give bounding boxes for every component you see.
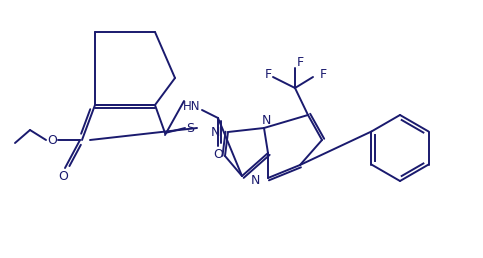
- Text: N: N: [261, 114, 270, 126]
- Text: O: O: [47, 133, 57, 147]
- Text: F: F: [319, 69, 327, 82]
- Text: O: O: [58, 170, 68, 182]
- Text: F: F: [297, 57, 303, 69]
- Text: O: O: [213, 149, 223, 162]
- Text: S: S: [186, 122, 194, 134]
- Text: HN: HN: [183, 100, 201, 112]
- Text: N: N: [211, 125, 220, 139]
- Text: N: N: [251, 173, 260, 187]
- Text: F: F: [264, 69, 271, 82]
